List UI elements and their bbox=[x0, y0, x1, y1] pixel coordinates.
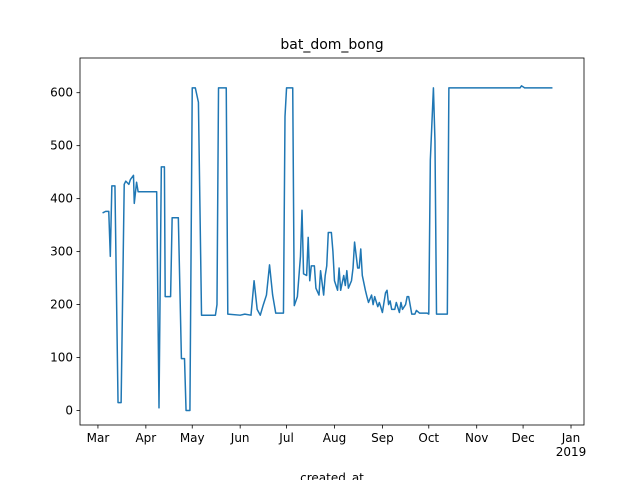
y-tick-label: 400 bbox=[50, 192, 73, 206]
x-tick-label-line: 2019 bbox=[556, 445, 587, 459]
x-tick-label: Nov bbox=[465, 431, 488, 445]
x-axis-label: created_at bbox=[300, 471, 364, 480]
x-tick-label: Oct bbox=[418, 431, 439, 445]
x-tick-label: Apr bbox=[135, 431, 156, 445]
x-tick-label: Jul bbox=[278, 431, 293, 445]
chart-title: bat_dom_bong bbox=[280, 37, 383, 53]
y-tick-label: 600 bbox=[50, 86, 73, 100]
x-tick-label-line: Jan bbox=[561, 431, 581, 445]
x-tick-label: Jun bbox=[230, 431, 250, 445]
x-tick-label: Sep bbox=[371, 431, 394, 445]
line bbox=[102, 85, 553, 412]
y-tick-label: 300 bbox=[50, 245, 73, 259]
y-tick-label: 200 bbox=[50, 298, 73, 312]
y-tick-label: 100 bbox=[50, 351, 73, 365]
y-tick-label: 500 bbox=[50, 139, 73, 153]
x-tick-label: Aug bbox=[323, 431, 346, 445]
y-tick-label: 0 bbox=[65, 404, 73, 418]
x-tick-label: Jan 2019 bbox=[556, 431, 587, 459]
x-tick-label: Dec bbox=[511, 431, 534, 445]
x-tick-label: Mar bbox=[87, 431, 110, 445]
x-tick-label: May bbox=[180, 431, 205, 445]
axes-frame bbox=[79, 57, 585, 426]
